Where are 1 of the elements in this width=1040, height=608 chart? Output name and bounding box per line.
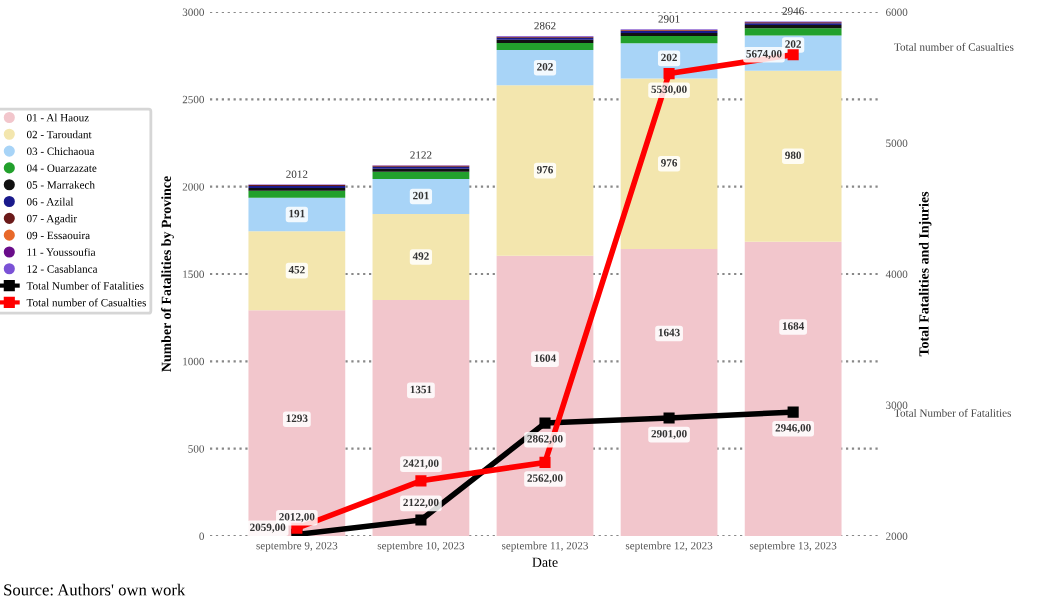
source-note: Source: Authors' own work xyxy=(4,583,186,596)
